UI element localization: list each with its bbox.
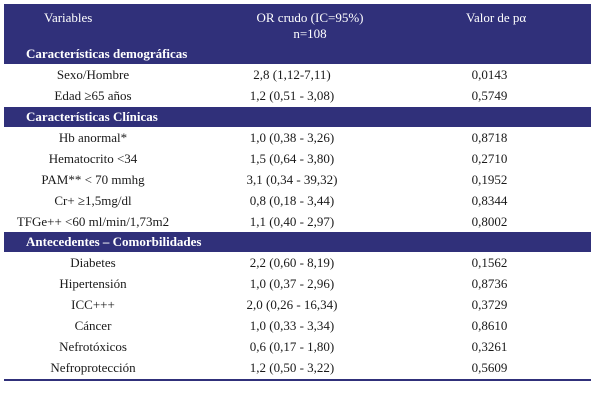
cell-variable: Cr+ ≥1,5mg/dl	[54, 192, 132, 208]
cell-odds-ratio: 1,2 (0,51 - 3,08)	[249, 88, 335, 103]
cell-variable: Cáncer	[74, 317, 112, 333]
section-comorbidities: Diabetes 2,2 (0,60 - 8,19) 0,1562 Hipertens…	[4, 252, 591, 379]
section-demographics: Sexo/Hombre 2,8 (1,12-7,11) 0,0143 Edad ≥65…	[4, 64, 591, 107]
cell-p-value: 0,8002	[471, 213, 508, 229]
cell-variable: TFGe++ <60 ml/min/1,73m2	[16, 213, 170, 229]
cell-variable: Diabetes	[70, 254, 116, 270]
section-title-demographics: Características demográficas	[26, 46, 188, 61]
cell-variable: Edad ≥65 años	[54, 88, 132, 103]
table-row: Nefrotóxicos 0,6 (0,17 - 1,80) 0,3261	[4, 336, 591, 357]
table-header: Variables OR crudo (IC=95%) n=108 Valor …	[4, 4, 591, 64]
bottom-rule	[4, 379, 591, 381]
cell-variable: ICC+++	[71, 296, 115, 312]
table-row: Nefroprotección 1,2 (0,50 - 3,22) 0,5609	[4, 357, 591, 379]
table-row: ICC+++ 2,0 (0,26 - 16,34) 0,3729	[4, 294, 591, 315]
cell-p-value: 0,2710	[471, 150, 508, 166]
cell-variable: PAM** < 70 mmhg	[41, 171, 145, 187]
table-row: Sexo/Hombre 2,8 (1,12-7,11) 0,0143	[4, 64, 591, 85]
cell-p-value: 0,3729	[471, 296, 508, 312]
cell-p-value: 0,8344	[471, 192, 508, 208]
cell-variable: Sexo/Hombre	[56, 66, 130, 82]
table-row: Cáncer 1,0 (0,33 - 3,34) 0,8610	[4, 315, 591, 336]
cell-variable: Hb anormal*	[58, 129, 128, 145]
cell-odds-ratio: 3,1 (0,34 - 39,32)	[246, 171, 338, 187]
cell-p-value: 0,0143	[471, 66, 508, 82]
cell-variable: Nefroprotección	[50, 360, 136, 375]
cell-odds-ratio: 1,5 (0,64 - 3,80)	[249, 150, 335, 166]
table-row: TFGe++ <60 ml/min/1,73m2 1,1 (0,40 - 2,97…	[4, 211, 591, 232]
cell-p-value: 0,1562	[471, 254, 508, 270]
cell-p-value: 0,1952	[471, 171, 508, 187]
table-row: Diabetes 2,2 (0,60 - 8,19) 0,1562	[4, 252, 591, 273]
table-row: Hematocrito <34 1,5 (0,64 - 3,80) 0,2710	[4, 148, 591, 169]
cell-variable: Nefrotóxicos	[59, 338, 127, 354]
cell-odds-ratio: 1,0 (0,37 - 2,96)	[249, 275, 335, 291]
cell-p-value: 0,8736	[471, 275, 508, 291]
header-or-line1: OR crudo (IC=95%)	[256, 10, 364, 25]
cell-p-value: 0,8718	[471, 129, 508, 145]
header-or-line2: n=108	[293, 26, 327, 41]
cell-p-value: 0,8610	[471, 317, 508, 333]
odds-ratio-table: Variables OR crudo (IC=95%) n=108 Valor …	[4, 4, 591, 381]
section-title-comorbidities: Antecedentes – Comorbilidades	[4, 232, 591, 252]
header-p-value: Valor de pα	[466, 10, 527, 25]
header-variables: Variables	[44, 10, 93, 25]
table-row: Hb anormal* 1,0 (0,38 - 3,26) 0,8718	[4, 127, 591, 148]
cell-odds-ratio: 2,8 (1,12-7,11)	[253, 66, 331, 82]
table-row: PAM** < 70 mmhg 3,1 (0,34 - 39,32) 0,1952	[4, 169, 591, 190]
cell-p-value: 0,5609	[471, 360, 508, 375]
table-row: Hipertensión 1,0 (0,37 - 2,96) 0,8736	[4, 273, 591, 294]
table-row: Edad ≥65 años 1,2 (0,51 - 3,08) 0,5749	[4, 85, 591, 107]
cell-odds-ratio: 2,2 (0,60 - 8,19)	[249, 254, 335, 270]
cell-odds-ratio: 0,8 (0,18 - 3,44)	[249, 192, 335, 208]
cell-odds-ratio: 2,0 (0,26 - 16,34)	[246, 296, 338, 312]
cell-variable: Hematocrito <34	[48, 150, 138, 166]
cell-odds-ratio: 1,2 (0,50 - 3,22)	[249, 360, 335, 375]
table-row: Cr+ ≥1,5mg/dl 0,8 (0,18 - 3,44) 0,8344	[4, 190, 591, 211]
header-or: OR crudo (IC=95%) n=108	[250, 10, 370, 42]
cell-odds-ratio: 1,0 (0,38 - 3,26)	[249, 129, 335, 145]
section-clinical: Hb anormal* 1,0 (0,38 - 3,26) 0,8718 Hemato…	[4, 127, 591, 232]
cell-variable: Hipertensión	[59, 275, 127, 291]
section-title-clinical: Características Clínicas	[4, 107, 591, 127]
cell-p-value: 0,3261	[471, 338, 508, 354]
cell-odds-ratio: 0,6 (0,17 - 1,80)	[249, 338, 335, 354]
cell-odds-ratio: 1,0 (0,33 - 3,34)	[249, 317, 335, 333]
cell-p-value: 0,5749	[471, 88, 508, 103]
cell-odds-ratio: 1,1 (0,40 - 2,97)	[249, 213, 335, 229]
